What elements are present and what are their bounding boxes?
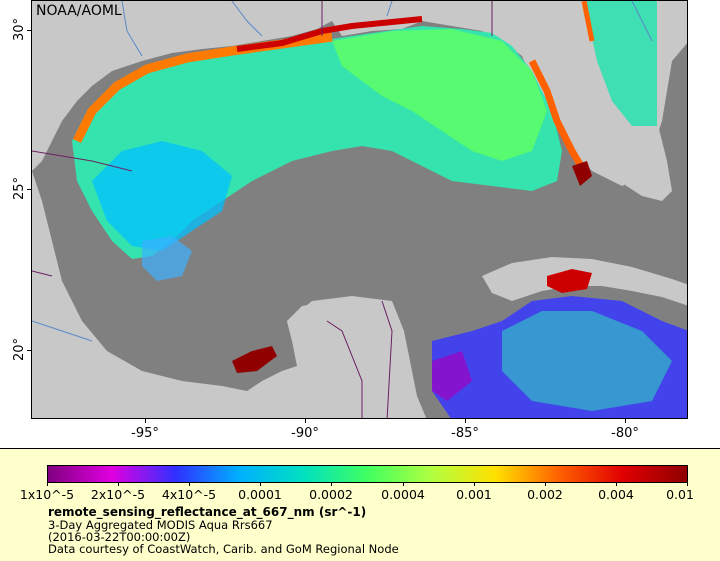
colorbar-tick [545, 482, 546, 486]
colorbar-tick [687, 482, 688, 486]
land-yucatan [287, 296, 427, 418]
dataset-time: (2016-03-22T00:00:00Z) [48, 530, 191, 544]
y-tick-30 [27, 30, 31, 31]
colorbar-label: 0.001 [456, 487, 492, 502]
map-canvas [32, 1, 687, 418]
y-tick-label-20: 20° [12, 337, 28, 362]
x-tick-80 [625, 419, 626, 423]
colorbar-tick [474, 482, 475, 486]
rivers [32, 1, 653, 342]
colorbar-label: 0.01 [666, 487, 694, 502]
colorbar-tick [260, 482, 261, 486]
x-tick-label-80: -80° [611, 426, 639, 441]
variable-name: remote_sensing_reflectance_at_667_nm (sr… [48, 505, 367, 519]
colorbar-label: 0.0002 [309, 487, 353, 502]
y-tick-label-25: 25° [12, 176, 28, 201]
colorbar-label: 1x10^-5 [19, 487, 75, 502]
legend-panel: 1x10^-5 2x10^-5 4x10^-5 0.0001 0.0002 0.… [0, 448, 720, 561]
colorbar [47, 465, 688, 483]
x-tick-label-85: -85° [451, 426, 479, 441]
y-tick-25 [27, 189, 31, 190]
colorbar-tick [189, 482, 190, 486]
colorbar-label: 0.0004 [381, 487, 425, 502]
colorbar-label: 2x10^-5 [90, 487, 146, 502]
land-us-gulf-coast [32, 1, 687, 186]
y-tick-20 [27, 350, 31, 351]
y-tick-label-30: 30° [12, 17, 28, 42]
x-tick-90 [305, 419, 306, 423]
map-area[interactable] [31, 0, 688, 419]
x-tick-95 [145, 419, 146, 423]
credit-label: NOAA/AOML [36, 3, 122, 19]
x-tick-85 [465, 419, 466, 423]
x-tick-label-95: -95° [131, 426, 159, 441]
colorbar-label: 0.002 [527, 487, 563, 502]
reflectance-overlay [72, 1, 687, 418]
colorbar-label: 0.004 [598, 487, 634, 502]
colorbar-label: 0.0001 [238, 487, 282, 502]
colorbar-tick [616, 482, 617, 486]
dataset-description: 3-Day Aggregated MODIS Aqua Rrs667 [48, 518, 273, 532]
land-florida [562, 41, 672, 201]
colorbar-label: 4x10^-5 [161, 487, 217, 502]
colorbar-tick [47, 482, 48, 486]
colorbar-tick [331, 482, 332, 486]
colorbar-tick [118, 482, 119, 486]
political-borders [32, 1, 493, 418]
colorbar-tick [403, 482, 404, 486]
x-tick-label-90: -90° [291, 426, 319, 441]
data-courtesy: Data courtesy of CoastWatch, Carib. and … [48, 542, 399, 556]
